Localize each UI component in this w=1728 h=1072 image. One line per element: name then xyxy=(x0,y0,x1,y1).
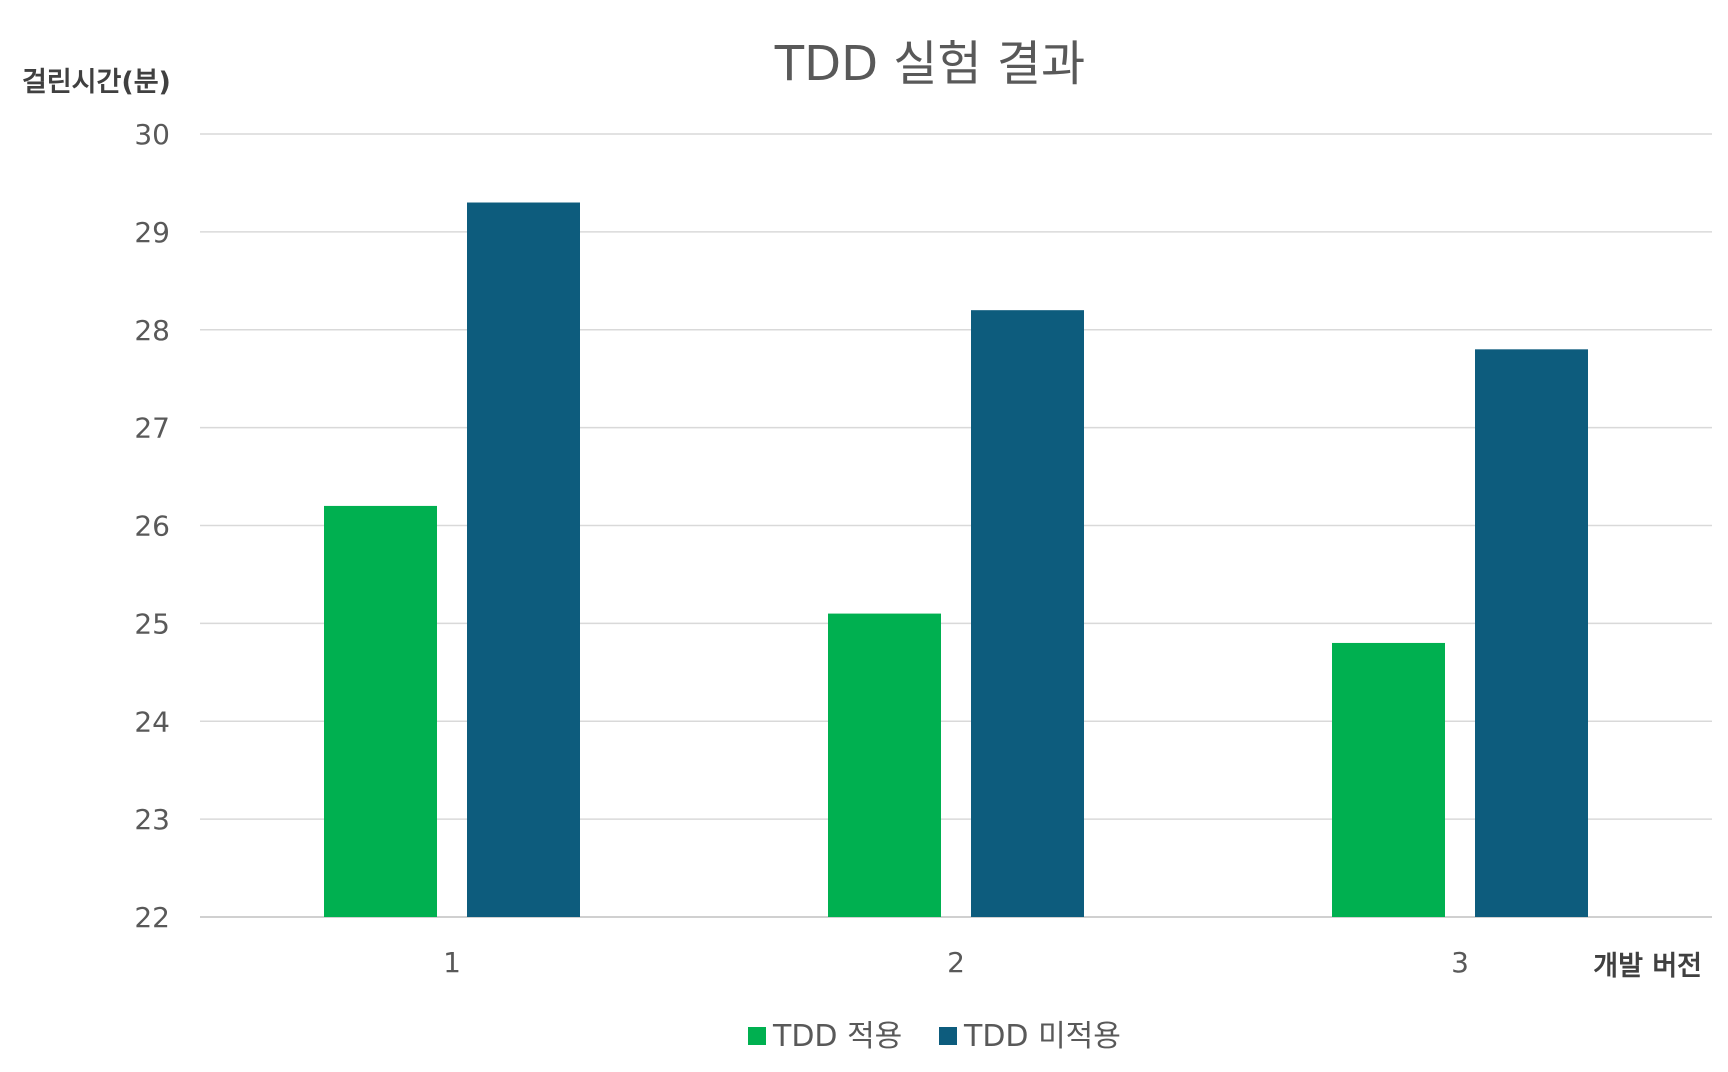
x-tick-label: 3 xyxy=(1451,946,1469,979)
legend-swatch-tdd-applied xyxy=(748,1027,766,1045)
y-tick-label: 30 xyxy=(134,118,170,151)
x-axis-title: 개발 버전 xyxy=(1593,951,1702,982)
legend-label-tdd-not-applied: TDD 미적용 xyxy=(963,1019,1121,1054)
y-tick-label: 26 xyxy=(134,510,170,543)
x-tick-label: 1 xyxy=(443,946,461,979)
y-tick-label: 28 xyxy=(134,314,170,347)
chart-title: TDD 실험 결과 xyxy=(774,36,1085,92)
bar-tdd-applied-v3 xyxy=(1332,642,1445,917)
legend-swatch-tdd-not-applied xyxy=(939,1027,957,1045)
bars xyxy=(324,202,1588,917)
gridlines xyxy=(200,133,1712,918)
y-axis-ticks: 22 23 24 25 26 27 28 29 30 xyxy=(134,118,170,934)
y-tick-label: 29 xyxy=(134,216,170,249)
y-axis-title: 걸린시간(분) xyxy=(22,67,171,98)
legend-label-tdd-applied: TDD 적용 xyxy=(772,1019,902,1054)
y-tick-label: 24 xyxy=(134,705,170,738)
bar-tdd-applied-v2 xyxy=(828,613,941,917)
y-tick-label: 25 xyxy=(134,607,170,640)
y-tick-label: 23 xyxy=(134,803,170,836)
bar-tdd-not-applied-v2 xyxy=(971,310,1084,917)
bar-tdd-not-applied-v3 xyxy=(1475,349,1588,917)
y-tick-label: 22 xyxy=(134,901,170,934)
x-tick-label: 2 xyxy=(947,946,965,979)
legend: TDD 적용 TDD 미적용 xyxy=(748,1019,1121,1054)
bar-tdd-not-applied-v1 xyxy=(467,202,580,917)
bar-tdd-applied-v1 xyxy=(324,505,437,917)
x-axis-ticks: 1 2 3 xyxy=(443,946,1469,979)
y-tick-label: 27 xyxy=(134,412,170,445)
